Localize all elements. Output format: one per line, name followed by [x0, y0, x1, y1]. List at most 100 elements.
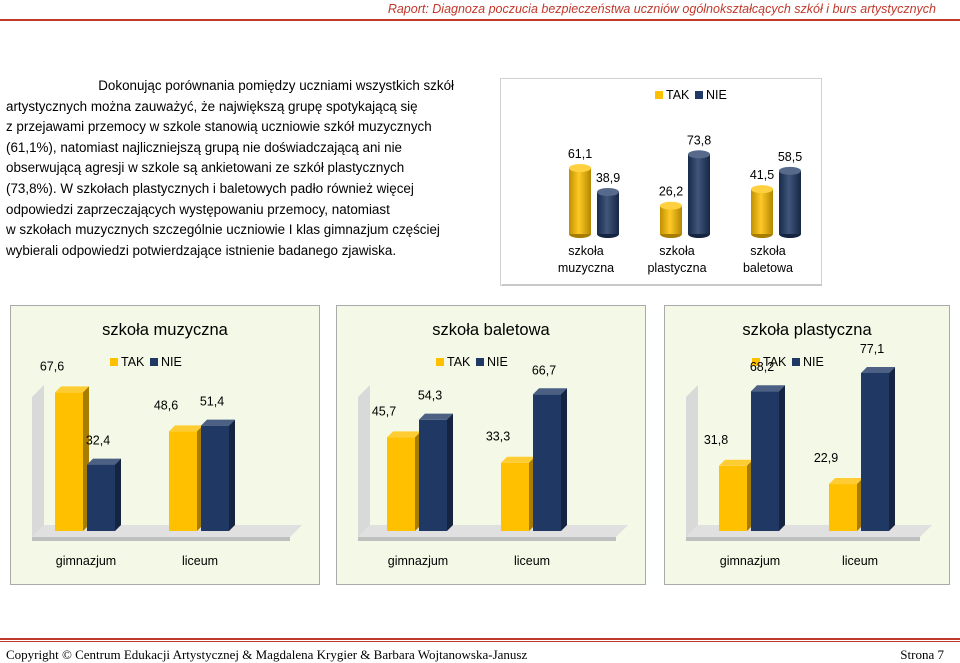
legend-label: NIE — [706, 88, 727, 102]
bar-nie — [419, 413, 453, 531]
report-title: Raport: Diagnoza poczucia bezpieczeństwa… — [387, 2, 936, 16]
paragraph-line: z przejawami przemocy w szkole stanowią … — [6, 119, 432, 135]
paragraph-line: artystycznych można zauważyć, że najwięk… — [6, 98, 418, 114]
bar-nie — [751, 385, 785, 531]
page-header: Raport: Diagnoza poczucia bezpieczeństwa… — [0, 0, 960, 22]
paragraph-line: wybierali odpowiedzi potwierdzające istn… — [6, 242, 397, 258]
footer-divider — [0, 638, 960, 640]
copyright-text: Copyright © Centrum Edukacji Artystyczne… — [6, 647, 528, 662]
footer-divider-thin — [0, 641, 960, 642]
data-label: 38,9 — [596, 171, 620, 185]
chart-szkola-baletowa: szkoła baletowa TAK NIE 45,7 54,3 gimnazjum 33… — [336, 305, 646, 585]
category-label: szkoła — [568, 244, 603, 258]
data-label: 73,8 — [687, 133, 711, 147]
data-label: 41,5 — [750, 168, 774, 182]
category-label: muzyczna — [558, 261, 614, 275]
legend-swatch — [476, 358, 484, 366]
data-label: 51,4 — [200, 395, 224, 409]
category-label: plastyczna — [647, 261, 706, 275]
chart-floor-edge — [686, 537, 920, 541]
chart-side-wall — [32, 385, 44, 537]
bar-tak — [387, 431, 421, 531]
paragraph-line: (73,8%). W szkołach plastycznych i balet… — [6, 180, 414, 196]
data-label: 32,4 — [86, 434, 110, 448]
paragraph-line: obserwującą agresji w szkole są ankietow… — [6, 160, 405, 176]
category-label: gimnazjum — [56, 554, 116, 568]
category-label: szkoła — [659, 244, 694, 258]
legend-label: TAK — [447, 355, 471, 369]
bar-tak — [660, 201, 682, 238]
data-label: 61,1 — [568, 147, 592, 161]
chart-frame — [500, 78, 822, 286]
legend-label: NIE — [803, 355, 824, 369]
legend-label: TAK — [666, 88, 690, 102]
bar-tak — [169, 425, 203, 531]
legend-swatch — [110, 358, 118, 366]
category-label: liceum — [514, 554, 550, 568]
legend-swatch — [150, 358, 158, 366]
bar-tak — [751, 185, 773, 238]
category-label: gimnazjum — [388, 554, 448, 568]
data-label: 33,3 — [486, 430, 510, 444]
legend-label: NIE — [487, 355, 508, 369]
bar-tak — [55, 386, 89, 531]
paragraph-line: (61,1%), natomiast najliczniejszą grupą … — [6, 139, 402, 155]
bar-tak — [829, 478, 863, 531]
bar-nie — [533, 388, 567, 531]
paragraph-line: odpowiedzi zaprzeczających występowaniu … — [6, 201, 390, 217]
chart-side-wall — [686, 385, 698, 537]
legend-label: TAK — [121, 355, 145, 369]
category-label: liceum — [182, 554, 218, 568]
legend: TAK NIE — [752, 355, 824, 369]
chart-title: szkoła plastyczna — [742, 321, 872, 339]
bar-nie — [688, 150, 710, 238]
data-label: 22,9 — [814, 451, 838, 465]
chart-by-school-type: TAK NIE 61,1 38,9 szkoła muzyczna 26,2 73,8 szko… — [500, 78, 822, 286]
legend-swatch — [655, 91, 663, 99]
bar-tak — [569, 164, 591, 238]
header-divider — [0, 19, 960, 21]
data-label: 26,2 — [659, 185, 683, 199]
category-label: szkoła — [750, 244, 785, 258]
legend: TAK NIE — [436, 355, 508, 369]
data-label: 68,2 — [750, 360, 774, 374]
chart-title: szkoła baletowa — [432, 321, 550, 339]
data-label: 77,1 — [860, 342, 884, 356]
legend: TAK NIE — [655, 88, 727, 102]
bar-nie — [597, 187, 619, 238]
data-label: 67,6 — [40, 359, 64, 373]
chart-title: szkoła muzyczna — [102, 321, 228, 339]
bar-nie — [201, 419, 235, 531]
data-label: 66,7 — [532, 363, 556, 377]
category-label: gimnazjum — [720, 554, 780, 568]
bar-tak — [501, 456, 535, 531]
chart-frame — [336, 305, 646, 585]
legend-swatch — [752, 358, 760, 366]
legend-swatch — [436, 358, 444, 366]
chart-floor-edge — [358, 537, 616, 541]
chart-side-wall — [358, 385, 370, 537]
body-paragraph: Dokonując porównania pomiędzy uczniami w… — [6, 76, 454, 261]
chart-szkola-plastyczna: szkoła plastyczna TAK NIE 31,8 68,2 gimnazjum… — [664, 305, 950, 585]
bar-nie — [87, 458, 121, 531]
chart-floor-edge — [32, 537, 290, 541]
legend-label: TAK — [763, 355, 787, 369]
bar-nie — [779, 166, 801, 238]
page-number: Strona 7 — [900, 647, 944, 662]
paragraph-line: Dokonując porównania pomiędzy uczniami w… — [98, 78, 454, 93]
chart-szkola-muzyczna: szkoła muzyczna TAK NIE 67,6 32,4 gimnazjum 48… — [10, 305, 320, 585]
legend-swatch — [695, 91, 703, 99]
chart-shadow — [502, 284, 822, 286]
data-label: 31,8 — [704, 433, 728, 447]
paragraph-line: w szkołach muzycznych szczególnie ucznio… — [6, 222, 440, 238]
data-label: 45,7 — [372, 404, 396, 418]
data-label: 58,5 — [778, 150, 802, 164]
bar-nie — [861, 366, 895, 531]
category-label: liceum — [842, 554, 878, 568]
data-label: 48,6 — [154, 398, 178, 412]
legend-label: NIE — [161, 355, 182, 369]
bar-tak — [719, 459, 753, 531]
category-label: baletowa — [743, 261, 793, 275]
data-label: 54,3 — [418, 389, 442, 403]
legend: TAK NIE — [110, 355, 182, 369]
